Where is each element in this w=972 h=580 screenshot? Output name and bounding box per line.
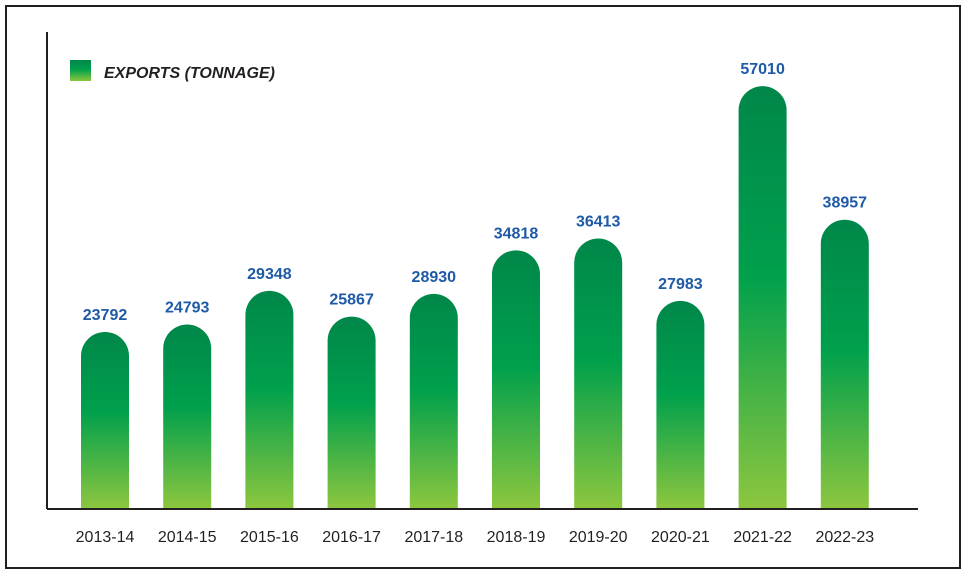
value-label-2019-20: 36413 <box>576 214 621 231</box>
value-label-2020-21: 27983 <box>658 276 703 293</box>
category-label-2019-20: 2019-20 <box>569 529 628 546</box>
category-label-2013-14: 2013-14 <box>76 529 135 546</box>
bar-2022-23 <box>820 219 869 508</box>
value-label-2016-17: 25867 <box>329 292 374 309</box>
bar-2015-16 <box>245 290 294 508</box>
bar-2020-21 <box>656 300 705 508</box>
category-label-2014-15: 2014-15 <box>158 529 217 546</box>
category-label-2016-17: 2016-17 <box>322 529 381 546</box>
legend: EXPORTS (TONNAGE) <box>70 60 275 82</box>
bar-2018-19 <box>492 250 540 508</box>
bar-2016-17 <box>327 316 376 508</box>
bar-2017-18 <box>409 293 458 508</box>
category-label-2018-19: 2018-19 <box>487 529 546 546</box>
category-label-2017-18: 2017-18 <box>404 529 463 546</box>
category-labels-group: 2013-14 2014-15 2015-16 2016-17 2017-18 2018-… <box>76 529 875 546</box>
value-label-2021-22: 57010 <box>740 61 785 78</box>
legend-label: EXPORTS (TONNAGE) <box>104 65 275 82</box>
bar-2019-20 <box>574 238 623 508</box>
category-label-2020-21: 2020-21 <box>651 529 710 546</box>
bar-2013-14 <box>81 331 129 508</box>
bars-group <box>81 86 869 508</box>
legend-swatch <box>70 60 91 81</box>
category-label-2022-23: 2022-23 <box>815 529 874 546</box>
value-label-2022-23: 38957 <box>823 195 868 212</box>
category-label-2015-16: 2015-16 <box>240 529 299 546</box>
value-label-2018-19: 34818 <box>494 225 539 242</box>
value-label-2013-14: 23792 <box>83 307 128 324</box>
bar-2021-22 <box>738 86 787 508</box>
bar-2014-15 <box>163 324 212 508</box>
value-label-2015-16: 29348 <box>247 266 292 283</box>
value-labels-group: 23792 24793 29348 25867 28930 34818 36413 27983… <box>83 61 867 324</box>
category-label-2021-22: 2021-22 <box>733 529 792 546</box>
value-label-2017-18: 28930 <box>412 269 457 286</box>
value-label-2014-15: 24793 <box>165 300 210 317</box>
